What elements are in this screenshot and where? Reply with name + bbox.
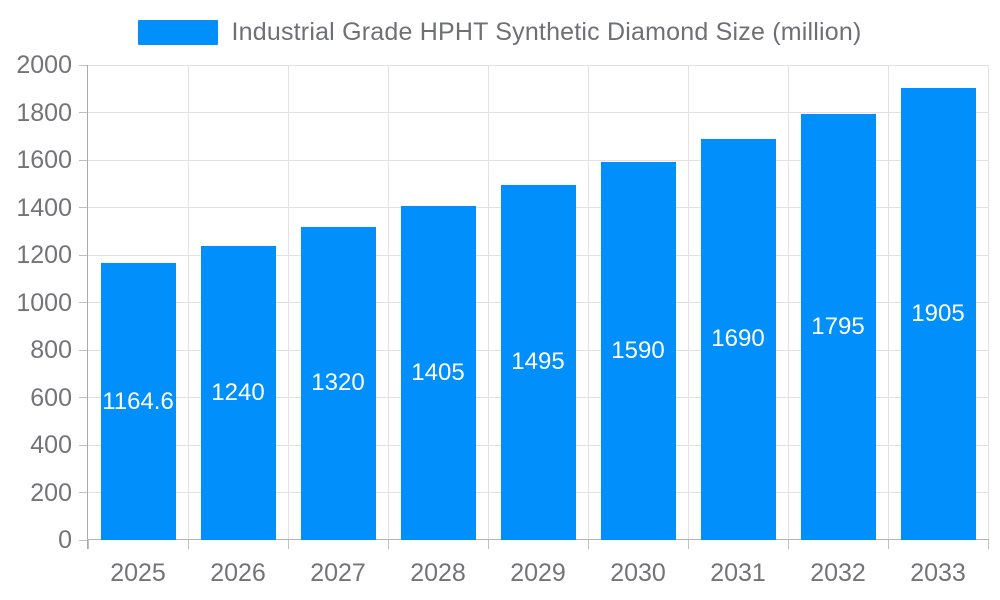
y-axis-tick-label: 1800 xyxy=(16,98,72,127)
y-axis-tick-label: 0 xyxy=(58,526,72,554)
x-axis-tick xyxy=(187,540,189,549)
gridline-vertical xyxy=(187,65,189,540)
x-axis-tick xyxy=(987,540,989,549)
bar-value-label: 1590 xyxy=(611,337,665,365)
bar-value-label: 1405 xyxy=(411,359,465,387)
bar-2031[interactable]: 1690 xyxy=(700,138,776,540)
bar-value-label: 1795 xyxy=(811,312,865,340)
y-axis-tick-label: 1600 xyxy=(16,146,72,174)
gridline-vertical xyxy=(287,65,289,540)
x-axis-tick-label: 2031 xyxy=(710,559,766,587)
x-axis-tick xyxy=(587,540,589,549)
y-axis-tick xyxy=(79,254,88,256)
bar-2027[interactable]: 1320 xyxy=(300,226,376,540)
x-axis-tick xyxy=(887,540,889,549)
bar-value-label: 1164.6 xyxy=(102,387,174,415)
y-axis-tick xyxy=(79,349,88,351)
bar-2033[interactable]: 1905 xyxy=(900,87,976,540)
x-axis-tick xyxy=(787,540,789,549)
chart-legend[interactable]: Industrial Grade HPHT Synthetic Diamond … xyxy=(0,18,1000,47)
y-axis-tick xyxy=(79,302,88,303)
legend-label: Industrial Grade HPHT Synthetic Diamond … xyxy=(231,18,862,46)
x-axis-tick xyxy=(487,540,489,549)
x-axis-tick-label: 2025 xyxy=(110,559,166,587)
gridline-vertical xyxy=(587,65,589,540)
y-axis-tick-label: 1400 xyxy=(16,193,72,222)
y-axis-tick xyxy=(79,112,88,113)
legend-swatch-icon xyxy=(138,20,219,45)
y-axis-tick xyxy=(79,64,88,66)
bar-value-label: 1690 xyxy=(711,325,765,353)
bar-2032[interactable]: 1795 xyxy=(800,113,876,540)
y-axis-tick-label: 200 xyxy=(30,478,72,507)
y-axis-tick-label: 600 xyxy=(30,383,72,412)
x-axis-tick xyxy=(387,540,389,549)
bar-value-label: 1320 xyxy=(311,369,365,397)
y-axis-line xyxy=(87,65,88,549)
gridline-horizontal xyxy=(88,64,988,66)
gridline-vertical xyxy=(787,65,789,540)
x-axis-tick xyxy=(87,540,89,549)
bar-2026[interactable]: 1240 xyxy=(200,245,276,540)
y-axis-tick xyxy=(79,159,88,161)
x-axis-tick-label: 2028 xyxy=(410,559,466,587)
bar-value-label: 1495 xyxy=(511,348,565,376)
gridline-vertical xyxy=(687,65,689,540)
y-axis-tick-label: 800 xyxy=(30,336,72,364)
y-axis-tick-label: 2000 xyxy=(16,51,72,79)
y-axis-tick xyxy=(79,207,88,208)
gridline-horizontal xyxy=(88,159,988,161)
y-axis-tick-label: 1200 xyxy=(16,241,72,269)
x-axis-tick-label: 2027 xyxy=(310,559,366,587)
bar-2029[interactable]: 1495 xyxy=(500,184,576,540)
x-axis-tick xyxy=(687,540,689,549)
x-axis-tick-label: 2029 xyxy=(510,559,566,587)
gridline-horizontal xyxy=(88,112,988,113)
bar-2030[interactable]: 1590 xyxy=(600,162,676,540)
gridline-vertical xyxy=(387,65,389,540)
y-axis-tick xyxy=(79,492,88,493)
y-axis-tick-label: 1000 xyxy=(16,288,72,317)
y-axis-tick xyxy=(79,397,88,398)
x-axis-tick-label: 2033 xyxy=(910,559,966,587)
bar-value-label: 1905 xyxy=(911,299,965,327)
bar-value-label: 1240 xyxy=(211,378,265,406)
bar-2025[interactable]: 1164.6 xyxy=(100,263,176,540)
gridline-vertical xyxy=(987,65,989,540)
bar-2028[interactable]: 1405 xyxy=(400,206,476,540)
gridline-vertical xyxy=(887,65,889,540)
x-axis-tick-label: 2032 xyxy=(810,559,866,587)
x-axis-tick-label: 2026 xyxy=(210,559,266,587)
x-axis-tick-label: 2030 xyxy=(610,559,666,587)
y-axis-tick-label: 400 xyxy=(30,431,72,459)
gridline-vertical xyxy=(487,65,489,540)
y-axis-tick xyxy=(79,444,88,446)
y-axis-tick xyxy=(79,539,88,541)
x-axis-tick xyxy=(287,540,289,549)
